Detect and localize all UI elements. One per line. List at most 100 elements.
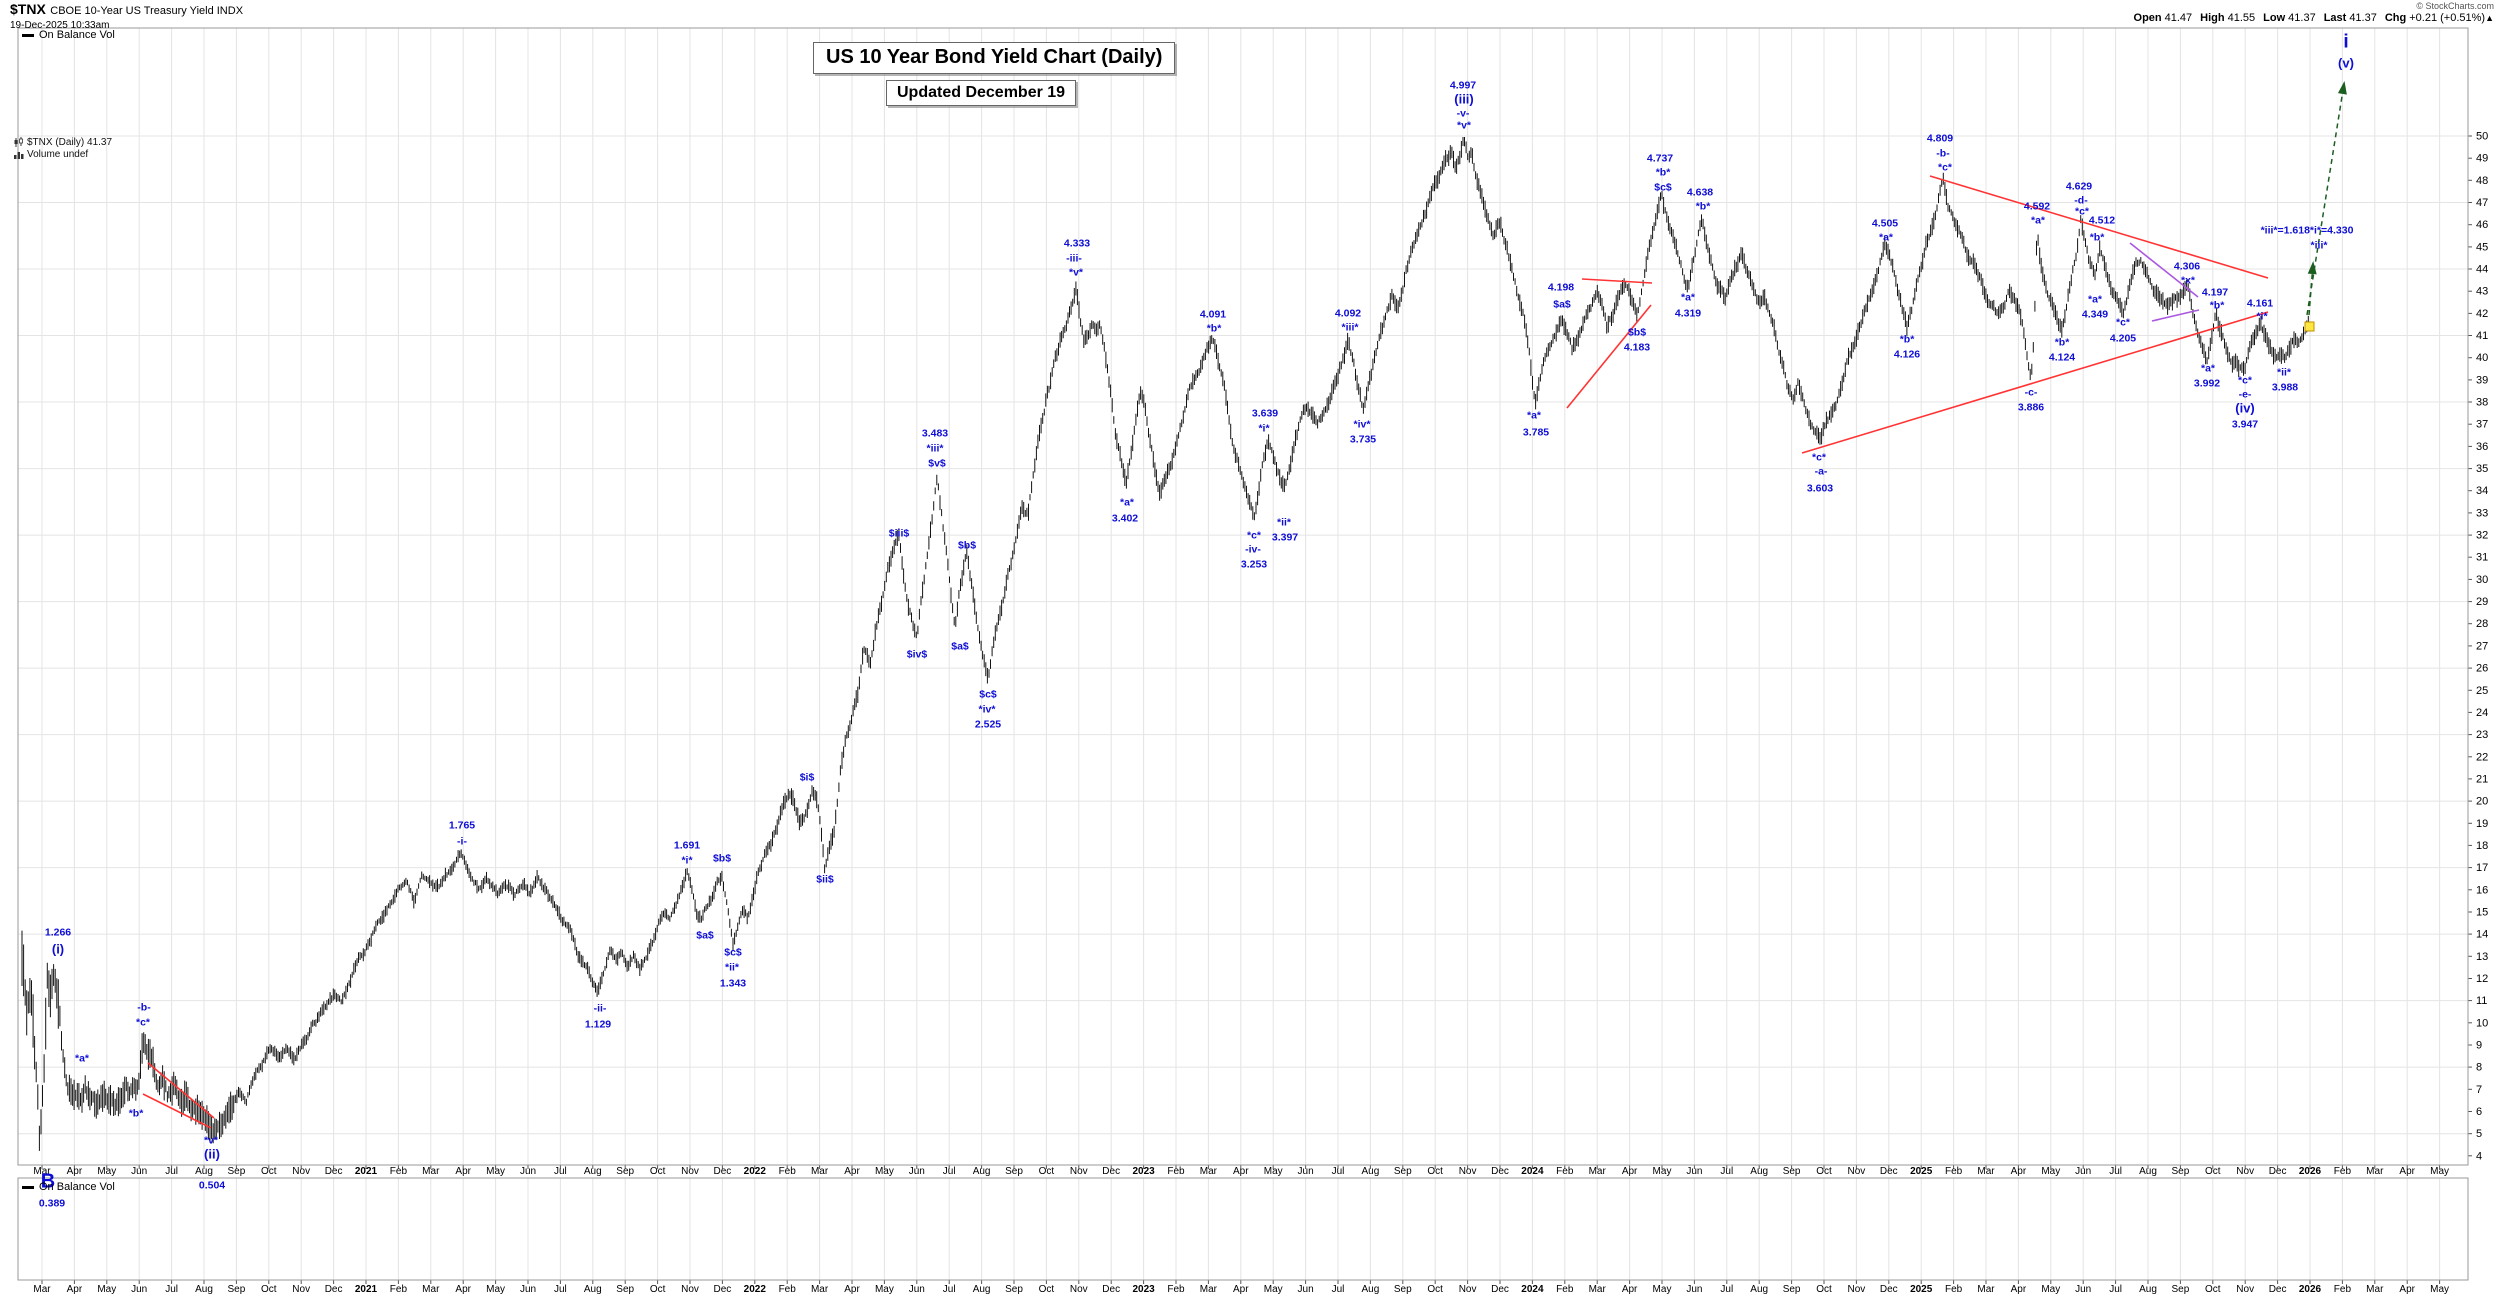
x-axis-month-label: Apr <box>2399 1284 2415 1295</box>
wave-annotation-label: $i$ <box>800 772 815 784</box>
obv-panel-legend-label: On Balance Vol <box>39 1181 115 1193</box>
y-axis-tick-label: 40 <box>2476 352 2488 364</box>
x-axis-month-label: Aug <box>1750 1166 1768 1177</box>
x-axis-month-label: Dec <box>1880 1284 1898 1295</box>
x-axis-month-label: Mar <box>33 1284 51 1295</box>
symbol: $TNX <box>10 1 46 17</box>
x-axis-month-label: Sep <box>1783 1284 1801 1295</box>
x-axis-month-label: Nov <box>2236 1166 2254 1177</box>
obv-line-swatch-icon <box>22 1185 34 1189</box>
x-axis-month-label: Jun <box>1298 1284 1314 1295</box>
x-axis-month-label: Dec <box>2269 1284 2287 1295</box>
wave-annotation-label: *a* <box>1527 410 1542 422</box>
x-axis-month-label: Oct <box>261 1166 277 1177</box>
x-axis-month-label: May <box>486 1284 505 1295</box>
price-legend: $TNX (Daily) 41.37 <box>13 137 112 148</box>
chart-updated-box: Updated December 19 <box>886 80 1077 106</box>
wave-annotation-label: *a* <box>2201 363 2216 375</box>
wave-annotation-label: $iv$ <box>907 649 928 661</box>
y-axis-tick-label: 32 <box>2476 530 2488 542</box>
wave-annotation-label: 4.205 <box>2110 333 2136 345</box>
wave-annotation-label: 3.603 <box>1807 483 1833 495</box>
wave-annotation-label: *iii*=1.618*i*=4.330 <box>2261 225 2354 237</box>
x-axis-month-label: Mar <box>811 1284 829 1295</box>
last-value: 41.37 <box>2349 12 2377 24</box>
y-axis-tick-label: 20 <box>2476 796 2488 808</box>
x-axis-month-label: Jun <box>2075 1284 2091 1295</box>
y-axis-tick-label: 39 <box>2476 374 2488 386</box>
y-axis-tick-label: 44 <box>2476 264 2488 276</box>
wave-annotation-label: *b* <box>1900 334 1916 346</box>
y-axis-tick-label: 13 <box>2476 951 2488 963</box>
trendline <box>1566 304 1652 409</box>
x-axis-month-label: Mar <box>2366 1166 2384 1177</box>
x-axis-month-label: Dec <box>714 1284 732 1295</box>
x-axis-month-label: May <box>1653 1284 1672 1295</box>
x-axis-month-label: Apr <box>67 1166 83 1177</box>
x-axis-month-label: Apr <box>2399 1166 2415 1177</box>
volume-legend: Volume undef <box>13 149 88 160</box>
wave-annotation-label: -iv- <box>1245 544 1261 556</box>
x-axis-month-label: Dec <box>1491 1166 1509 1177</box>
wave-annotation-label: 3.402 <box>1112 513 1138 525</box>
wave-annotation-label: 4.183 <box>1624 342 1650 354</box>
x-axis-month-label: 2026 <box>2299 1284 2322 1295</box>
wave-annotation-label: *b* <box>2210 300 2226 312</box>
chart-title-box: US 10 Year Bond Yield Chart (Daily) <box>813 42 1176 74</box>
copyright: © StockCharts.com <box>2416 1 2494 11</box>
x-axis-month-label: Apr <box>1622 1166 1638 1177</box>
open-label: Open <box>2133 12 2162 24</box>
y-axis-tick-label: 35 <box>2476 463 2488 475</box>
wave-annotation-label: -e- <box>2239 389 2252 401</box>
wave-annotation-label: 3.735 <box>1350 434 1376 446</box>
wave-annotation-label: 1.765 <box>449 820 475 832</box>
wave-annotation-label: $c$ <box>1654 182 1672 194</box>
wave-annotation-label: 4.809 <box>1927 133 1953 145</box>
x-axis-month-label: Sep <box>1005 1284 1023 1295</box>
trendline <box>2151 309 2200 322</box>
x-axis-month-label: May <box>2430 1284 2449 1295</box>
trendline <box>142 1093 212 1129</box>
x-axis-month-label: Mar <box>2366 1284 2384 1295</box>
y-axis-tick-label: 21 <box>2476 773 2488 785</box>
y-axis-tick-label: 9 <box>2476 1040 2482 1052</box>
y-axis-tick-label: 26 <box>2476 663 2488 675</box>
wave-annotation-label: -v- <box>1457 108 1470 120</box>
wave-annotation-label: 4.512 <box>2089 215 2115 227</box>
wave-annotation-label: *c* <box>1247 530 1262 542</box>
x-axis-month-label: Mar <box>1200 1284 1218 1295</box>
x-axis-month-label: Jul <box>2109 1284 2122 1295</box>
x-axis-month-label: Aug <box>1362 1166 1380 1177</box>
trendline <box>1801 311 2269 454</box>
wave-annotation-label: *iv* <box>1354 419 1372 431</box>
wave-annotation-label: -d- <box>2074 195 2088 207</box>
x-axis-month-label: Nov <box>292 1166 310 1177</box>
wave-annotation-label: -iii- <box>1066 253 1082 265</box>
low-value: 41.37 <box>2288 12 2316 24</box>
chart-header: $TNX CBOE 10-Year US Treasury Yield INDX… <box>10 1 243 31</box>
low-label: Low <box>2263 12 2286 24</box>
x-axis-month-label: Apr <box>2011 1284 2027 1295</box>
x-axis-month-label: Oct <box>1039 1284 1055 1295</box>
trendline <box>2129 242 2199 298</box>
x-axis-month-label: Feb <box>1167 1166 1185 1177</box>
wave-annotation-label: 4.737 <box>1647 153 1673 165</box>
wave-annotation-label: *ii* <box>1277 517 1292 529</box>
y-axis-tick-label: 24 <box>2476 707 2488 719</box>
wave-annotation-label: 4.091 <box>1200 309 1226 321</box>
wave-annotation-label: 3.992 <box>2194 378 2220 390</box>
projection-arrow <box>2306 83 2345 316</box>
x-axis-month-label: Feb <box>1945 1284 1963 1295</box>
wave-annotation-label: i <box>2343 32 2348 53</box>
wave-annotation-label: -b- <box>137 1002 151 1014</box>
x-axis-month-label: Oct <box>1816 1284 1832 1295</box>
y-axis-tick-label: 34 <box>2476 485 2488 497</box>
x-axis-month-label: Aug <box>1362 1284 1380 1295</box>
y-axis-tick-label: 4 <box>2476 1150 2482 1162</box>
x-axis-month-label: 2022 <box>744 1166 767 1177</box>
y-axis-tick-label: 16 <box>2476 884 2488 896</box>
wave-annotation-label: 4.198 <box>1548 282 1574 294</box>
quote-header: © StockCharts.com Open 41.47 High 41.55 Low 4… <box>2126 1 2494 24</box>
wave-annotation-label: 4.592 <box>2024 201 2050 213</box>
